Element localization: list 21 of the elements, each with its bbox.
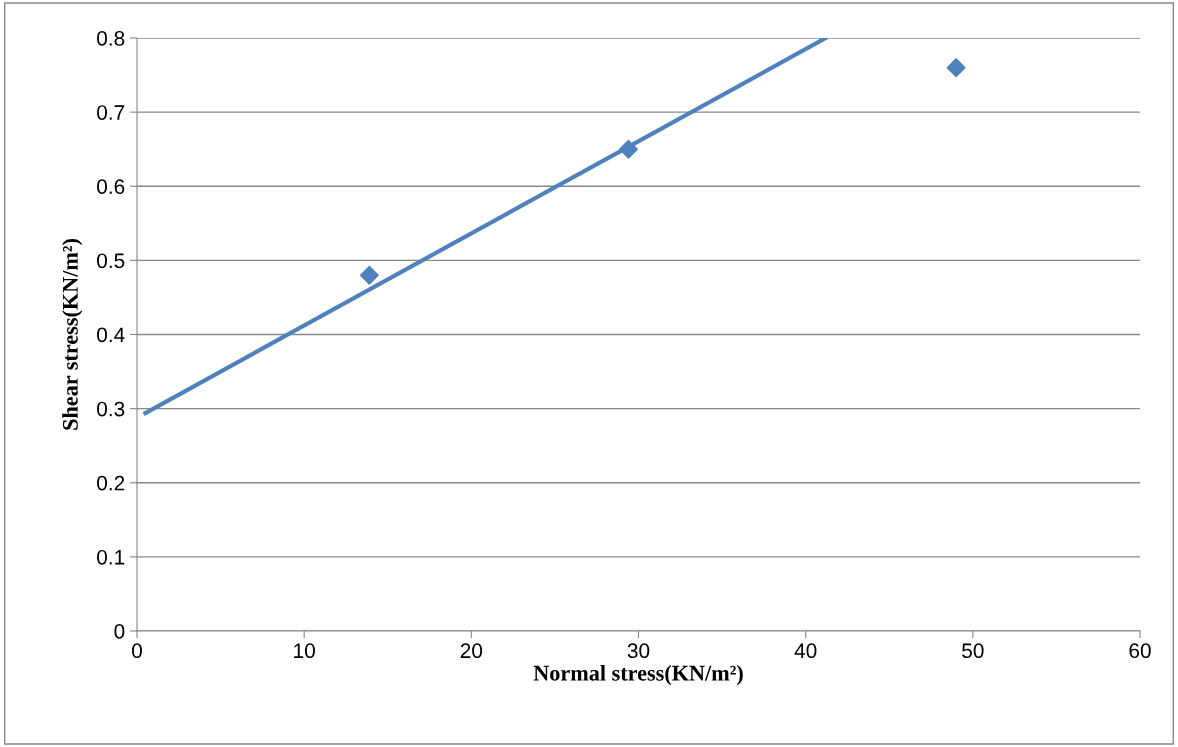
- y-tick-label: 0.4: [97, 327, 125, 343]
- y-tick-label: 0.1: [97, 549, 125, 565]
- y-tick-label: 0.6: [97, 179, 125, 194]
- x-tick-label: 10: [294, 643, 315, 659]
- x-tick-label: 60: [1129, 643, 1151, 659]
- y-axis-title: Shear stress(KN/m²): [62, 239, 83, 430]
- x-tick-label: 50: [962, 643, 984, 659]
- x-tick-label: 40: [794, 643, 817, 659]
- y-tick-label: 0.7: [97, 105, 125, 120]
- y-tick-label: 0.8: [97, 31, 125, 46]
- point: [946, 58, 966, 78]
- y-tick-label: 0.5: [97, 253, 125, 269]
- y-tick-label: 0.2: [97, 475, 125, 491]
- x-tick-label: 30: [627, 643, 650, 659]
- x-axis-title: Normal stress(KN/m²): [533, 665, 743, 686]
- x-tick-label: 0: [132, 643, 142, 659]
- x-tick-label: 20: [460, 643, 483, 659]
- point: [618, 139, 638, 159]
- y-tick-label: 0.3: [97, 401, 125, 417]
- point: [359, 265, 379, 285]
- y-tick-label: 0: [114, 624, 125, 639]
